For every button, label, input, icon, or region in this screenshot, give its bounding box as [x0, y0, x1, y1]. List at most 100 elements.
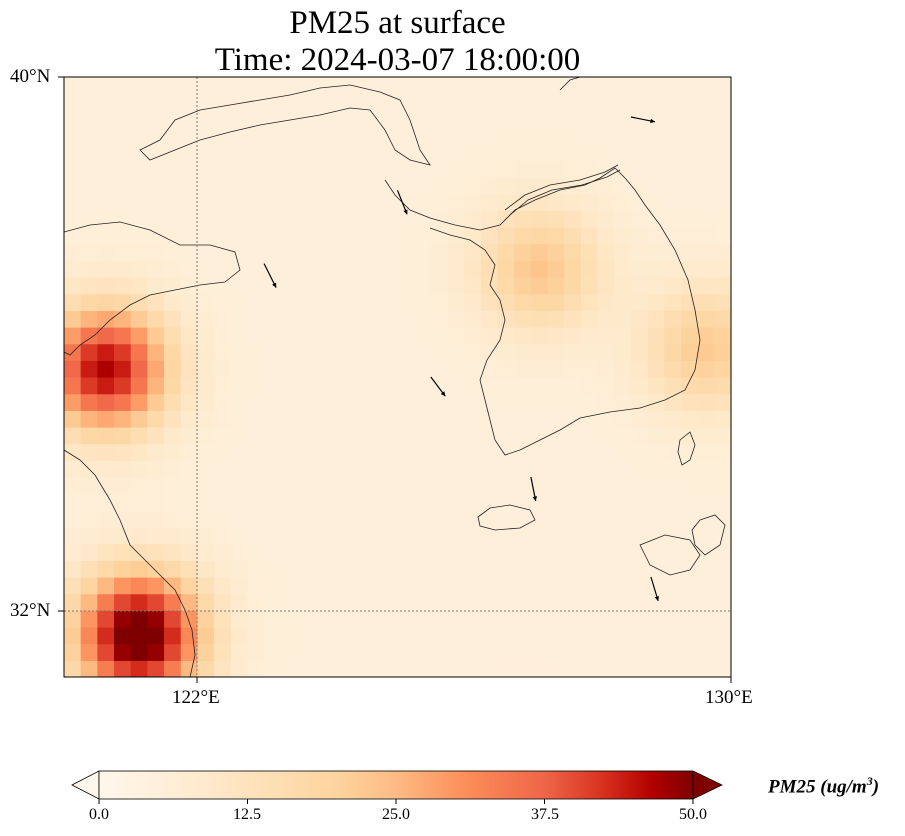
pm25-cell: [580, 560, 599, 578]
pm25-cell: [497, 177, 515, 195]
pm25-cell: [497, 227, 515, 245]
pm25-cell: [197, 110, 215, 128]
pm25-cell: [97, 260, 115, 278]
pm25-cell: [664, 460, 682, 478]
pm25-cell: [330, 260, 349, 278]
pm25-cell: [230, 110, 249, 128]
pm25-cell: [197, 460, 215, 478]
pm25-cell: [114, 393, 132, 411]
pm25-cell: [297, 110, 315, 128]
pm25-cell: [414, 377, 432, 395]
pm25-cell: [314, 143, 332, 161]
pm25-cell: [630, 227, 649, 245]
pm25-cell: [130, 310, 148, 328]
pm25-cell: [430, 193, 449, 211]
pm25-cell: [314, 260, 332, 278]
pm25-cell: [597, 393, 615, 411]
pm25-cell: [514, 443, 532, 461]
pm25-cell: [630, 610, 649, 628]
pm25-cell: [330, 577, 349, 595]
pm25-cell: [330, 177, 349, 195]
pm25-cell: [714, 93, 731, 111]
pm25-cell: [280, 493, 299, 511]
pm25-cell: [630, 543, 649, 561]
pm25-cell: [64, 410, 82, 428]
pm25-cell: [230, 643, 249, 661]
pm25-cell: [364, 577, 382, 595]
pm25-cell: [97, 377, 115, 395]
pm25-cell: [664, 643, 682, 661]
pm25-cell: [680, 610, 699, 628]
pm25-cell: [430, 660, 449, 677]
pm25-cell: [714, 427, 731, 445]
pm25-cell: [347, 627, 365, 645]
pm25-cell: [514, 310, 532, 328]
pm25-cell: [530, 377, 549, 395]
pm25-cell: [347, 460, 365, 478]
pm25-cell: [197, 343, 215, 361]
pm25-cell: [147, 143, 165, 161]
pm25-cell: [80, 627, 98, 645]
pm25-cell: [664, 377, 682, 395]
pm25-cell: [247, 293, 265, 311]
pm25-cell: [714, 560, 731, 578]
pm25-cell: [380, 243, 399, 261]
pm25-cell: [714, 143, 731, 161]
pm25-cell: [530, 160, 549, 178]
pm25-cell: [580, 660, 599, 677]
pm25-cell: [480, 227, 499, 245]
pm25-cell: [547, 343, 565, 361]
pm25-cell: [147, 393, 165, 411]
pm25-cell: [680, 93, 699, 111]
pm25-cell: [214, 410, 232, 428]
pm25-cell: [264, 110, 282, 128]
pm25-cell: [514, 460, 532, 478]
pm25-cell: [414, 277, 432, 295]
pm25-cell: [530, 327, 549, 345]
pm25-cell: [564, 310, 582, 328]
pm25-cell: [247, 560, 265, 578]
pm25-cell: [80, 210, 98, 228]
pm25-cell: [430, 143, 449, 161]
pm25-cell: [514, 243, 532, 261]
pm25-cell: [464, 127, 482, 145]
pm25-cell: [497, 443, 515, 461]
pm25-cell: [180, 243, 198, 261]
pm25-cell: [530, 310, 549, 328]
pm25-cell: [380, 260, 399, 278]
pm25-cell: [164, 460, 182, 478]
pm25-cell: [130, 393, 148, 411]
pm25-cell: [147, 177, 165, 195]
pm25-cell: [714, 327, 731, 345]
pm25-cell: [230, 127, 249, 145]
pm25-cell: [330, 543, 349, 561]
pm25-cell: [64, 77, 82, 95]
pm25-cell: [564, 143, 582, 161]
pm25-cell: [430, 77, 449, 95]
pm25-cell: [497, 643, 515, 661]
pm25-cell: [564, 227, 582, 245]
pm25-cell: [514, 410, 532, 428]
pm25-cell: [130, 243, 148, 261]
pm25-cell: [714, 660, 731, 677]
pm25-cell: [497, 143, 515, 161]
pm25-cell: [164, 427, 182, 445]
pm25-cell: [214, 177, 232, 195]
pm25-cell: [580, 277, 599, 295]
pm25-cell: [230, 210, 249, 228]
pm25-cell: [397, 577, 415, 595]
pm25-cell: [380, 610, 399, 628]
pm25-cell: [114, 310, 132, 328]
pm25-cell: [497, 427, 515, 445]
pm25-cell: [564, 260, 582, 278]
pm25-cell: [464, 193, 482, 211]
pm25-cell: [597, 560, 615, 578]
colorbar-max-extend: [692, 770, 723, 800]
pm25-cell: [514, 193, 532, 211]
pm25-cell: [464, 393, 482, 411]
pm25-cell: [347, 260, 365, 278]
pm25-cell: [630, 277, 649, 295]
pm25-cell: [497, 593, 515, 611]
pm25-cell: [130, 93, 148, 111]
pm25-cell: [480, 110, 499, 128]
